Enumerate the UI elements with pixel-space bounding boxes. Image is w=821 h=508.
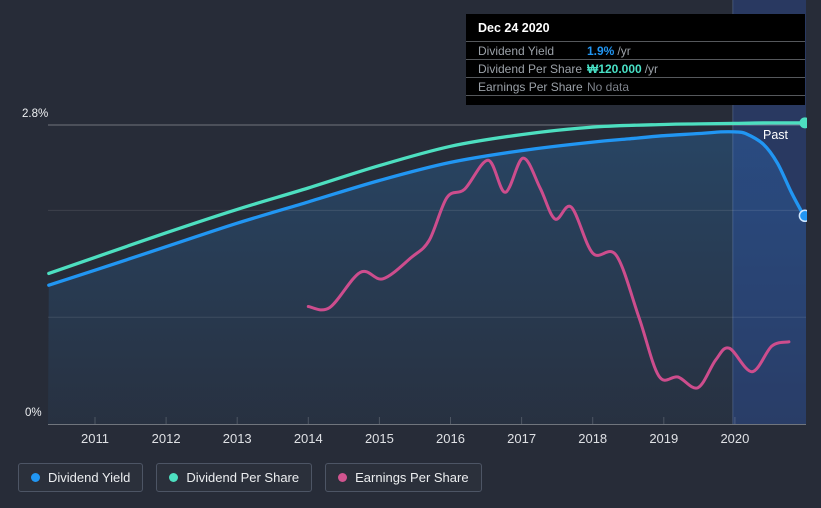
- tooltip-row-dividend-yield: Dividend Yield 1.9% /yr: [466, 41, 805, 59]
- tooltip-label: Dividend Yield: [478, 43, 555, 58]
- legend-item-dividend-yield[interactable]: Dividend Yield: [18, 463, 144, 492]
- legend-label: Earnings Per Share: [355, 470, 469, 485]
- dividend-per-share-dot-icon: [169, 473, 179, 482]
- tooltip-row-earnings-per-share: Earnings Per Share No data: [466, 77, 805, 96]
- past-period-label: Past: [763, 128, 789, 142]
- y-min-label: 0%: [25, 407, 42, 419]
- legend-label: Dividend Yield: [48, 470, 131, 485]
- tooltip-row-dividend-per-share: Dividend Per Share ₩120.000 /yr: [466, 59, 805, 77]
- dividend-yield-line: [47, 130, 806, 287]
- tooltip-label: Dividend Per Share: [478, 61, 583, 76]
- legend-item-earnings-per-share[interactable]: Earnings Per Share: [325, 463, 482, 492]
- chart-legend: Dividend Yield Dividend Per Share Earnin…: [18, 463, 482, 492]
- y-max-label: 2.8%: [22, 108, 48, 120]
- tooltip-value: No data: [587, 79, 630, 94]
- earnings-per-share-dot-icon: [338, 473, 348, 482]
- tooltip-unit: /yr: [644, 61, 659, 76]
- x-tick-label-2014: 2014: [294, 431, 323, 446]
- x-tick-label-2019: 2019: [649, 431, 678, 446]
- x-tick-label-2016: 2016: [436, 431, 465, 446]
- x-tick-label-2017: 2017: [507, 431, 536, 446]
- x-tick-label-2015: 2015: [365, 431, 394, 446]
- tooltip-value: 1.9%: [587, 43, 615, 58]
- x-tick-label-2018: 2018: [578, 431, 607, 446]
- dividend-yield-end-marker: [798, 209, 807, 223]
- x-tick-label-2012: 2012: [152, 431, 181, 446]
- tooltip-unit: /yr: [617, 43, 631, 58]
- dividend-per-share-line: [47, 121, 806, 276]
- earnings-per-share-line: [306, 156, 791, 390]
- dividend-yield-area: [48, 131, 806, 424]
- x-tick-label-2011: 2011: [81, 431, 109, 446]
- tooltip-label: Earnings Per Share: [478, 79, 583, 94]
- legend-item-dividend-per-share[interactable]: Dividend Per Share: [156, 463, 313, 492]
- tooltip-value: ₩120.000: [587, 61, 642, 76]
- dividend-yield-dot-icon: [31, 473, 40, 482]
- x-tick-label-2020: 2020: [720, 431, 749, 446]
- tooltip-date: Dec 24 2020: [478, 21, 550, 35]
- x-tick-label-2013: 2013: [223, 431, 252, 446]
- chart-tooltip: Dec 24 2020 Dividend Yield 1.9% /yr Divi…: [466, 14, 805, 105]
- dividend-per-share-end-marker: [799, 117, 807, 129]
- legend-label: Dividend Per Share: [186, 470, 300, 485]
